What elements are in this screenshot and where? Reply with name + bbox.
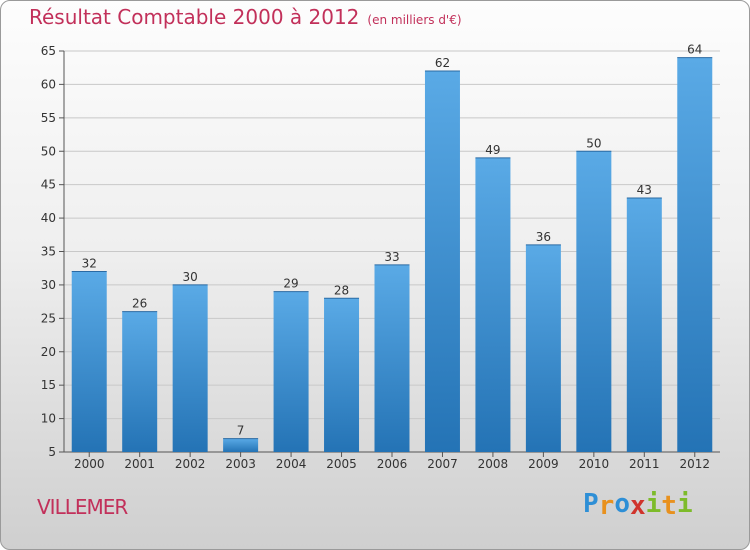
x-tick-label: 2005 <box>326 457 357 471</box>
x-tick-label: 2008 <box>478 457 509 471</box>
x-tick-label: 2006 <box>377 457 408 471</box>
logo-letter: x <box>629 491 646 521</box>
bar <box>122 311 158 452</box>
chart-title: Résultat Comptable 2000 à 2012 (en millie… <box>29 5 462 29</box>
bar <box>525 244 561 452</box>
data-label: 62 <box>435 56 450 70</box>
x-tick-label: 2010 <box>579 457 610 471</box>
chart-unit-label: (en milliers d'€) <box>367 13 462 27</box>
data-label: 7 <box>237 424 245 438</box>
data-label: 29 <box>283 277 298 291</box>
data-label: 33 <box>384 250 399 264</box>
x-tick-label: 2011 <box>629 457 660 471</box>
bar <box>324 298 360 452</box>
bar <box>223 438 259 452</box>
x-tick-label: 2001 <box>124 457 155 471</box>
data-label: 50 <box>586 136 601 150</box>
data-label: 32 <box>82 257 97 271</box>
x-tick-label: 2003 <box>225 457 256 471</box>
y-tick-label: 15 <box>41 378 56 392</box>
y-tick-label: 35 <box>41 245 56 259</box>
bar <box>475 157 511 452</box>
data-label: 26 <box>132 297 147 311</box>
y-tick-label: 55 <box>41 111 56 125</box>
y-tick-label: 25 <box>41 311 56 325</box>
chart-title-text: Résultat Comptable 2000 à 2012 <box>29 5 360 29</box>
data-label: 49 <box>485 143 500 157</box>
y-tick-label: 20 <box>41 345 56 359</box>
x-tick-label: 2012 <box>679 457 710 471</box>
logo-letter: t <box>661 491 677 521</box>
bar <box>172 284 208 452</box>
data-label: 30 <box>183 270 198 284</box>
x-tick-label: 2009 <box>528 457 559 471</box>
bar <box>424 71 460 453</box>
y-tick-label: 40 <box>41 211 56 225</box>
bar <box>626 198 662 452</box>
data-label: 36 <box>536 230 551 244</box>
logo-letter: i <box>676 489 693 519</box>
y-tick-label: 65 <box>41 44 56 58</box>
bar <box>273 291 309 452</box>
bar <box>677 57 713 452</box>
y-tick-label: 5 <box>48 445 56 459</box>
y-tick-label: 50 <box>41 144 56 158</box>
bar <box>374 264 410 452</box>
logo-letter: P <box>583 489 599 519</box>
x-tick-label: 2000 <box>74 457 105 471</box>
x-tick-label: 2004 <box>276 457 307 471</box>
y-tick-label: 30 <box>41 278 56 292</box>
bar <box>576 151 612 452</box>
x-tick-label: 2007 <box>427 457 458 471</box>
logo-letter: r <box>598 491 615 521</box>
y-tick-label: 45 <box>41 178 56 192</box>
logo-letter: o <box>614 489 630 519</box>
x-tick-label: 2002 <box>175 457 206 471</box>
data-label: 43 <box>637 183 652 197</box>
proxiti-logo: Proxiti <box>583 489 693 521</box>
logo-letter: i <box>645 489 662 519</box>
bar <box>71 271 107 452</box>
data-label: 64 <box>687 43 702 57</box>
y-tick-label: 10 <box>41 412 56 426</box>
data-label: 28 <box>334 283 349 297</box>
y-tick-label: 60 <box>41 77 56 91</box>
commune-name: VILLEMER <box>37 495 128 519</box>
